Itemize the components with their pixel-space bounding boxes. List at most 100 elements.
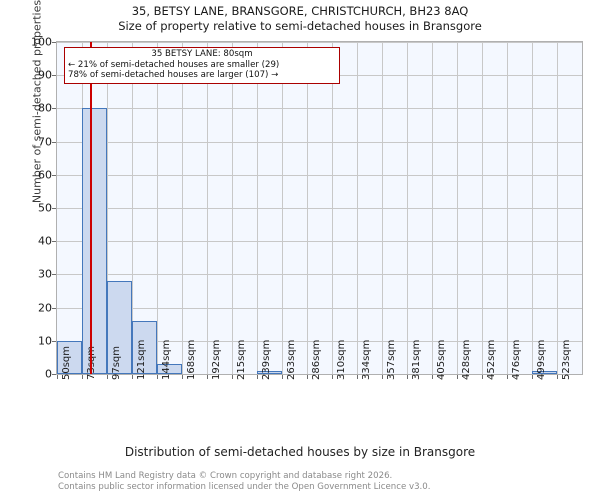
x-tick-label: 50sqm bbox=[61, 345, 72, 380]
y-tick-label: 70 bbox=[38, 135, 52, 149]
gridline-vertical bbox=[232, 42, 233, 374]
x-tick-label: 121sqm bbox=[136, 339, 147, 380]
x-tick-label: 381sqm bbox=[411, 339, 422, 380]
x-tick-mark bbox=[332, 375, 333, 379]
gridline-vertical bbox=[157, 42, 158, 374]
y-tick-mark bbox=[52, 241, 56, 243]
y-tick-label: 100 bbox=[31, 35, 52, 49]
x-tick-mark bbox=[407, 375, 408, 379]
x-tick-label: 452sqm bbox=[486, 339, 497, 380]
y-tick-mark bbox=[52, 174, 56, 176]
x-tick-mark bbox=[507, 375, 508, 379]
y-tick-label: 40 bbox=[38, 234, 52, 248]
gridline-vertical bbox=[357, 42, 358, 374]
x-tick-mark bbox=[57, 375, 58, 379]
x-tick-mark bbox=[207, 375, 208, 379]
y-tick-mark bbox=[52, 108, 56, 110]
x-tick-mark bbox=[557, 375, 558, 379]
y-tick-mark bbox=[52, 141, 56, 143]
gridline-horizontal bbox=[57, 307, 582, 309]
gridline-horizontal bbox=[57, 208, 582, 209]
gridline-vertical bbox=[457, 42, 458, 374]
x-tick-mark bbox=[382, 375, 383, 379]
histogram-bar bbox=[107, 281, 132, 374]
y-tick-label: 10 bbox=[38, 334, 52, 348]
x-tick-mark bbox=[482, 375, 483, 379]
y-tick-label: 30 bbox=[38, 267, 52, 281]
x-tick-label: 499sqm bbox=[536, 339, 547, 380]
x-tick-label: 144sqm bbox=[161, 339, 172, 380]
x-tick-mark bbox=[257, 375, 258, 379]
plot-inner bbox=[57, 42, 582, 374]
x-tick-mark bbox=[457, 375, 458, 379]
x-tick-label: 263sqm bbox=[286, 339, 297, 380]
x-tick-label: 405sqm bbox=[436, 339, 447, 380]
x-tick-mark bbox=[232, 375, 233, 379]
gridline-vertical bbox=[107, 42, 108, 374]
gridline-horizontal bbox=[57, 174, 582, 176]
x-tick-mark bbox=[107, 375, 108, 379]
y-tick-mark bbox=[52, 75, 56, 77]
y-tick-label: 50 bbox=[38, 201, 52, 215]
x-tick-mark bbox=[182, 375, 183, 379]
x-tick-label: 192sqm bbox=[211, 339, 222, 380]
histogram-bar bbox=[57, 340, 82, 374]
gridline-vertical bbox=[257, 42, 258, 374]
footer-line-1: Contains HM Land Registry data © Crown c… bbox=[58, 471, 393, 481]
y-tick-mark bbox=[52, 42, 56, 43]
gridline-horizontal bbox=[57, 141, 582, 143]
footer-attribution: Contains HM Land Registry data © Crown c… bbox=[58, 471, 598, 492]
annotation-line-3: 78% of semi-detached houses are larger (… bbox=[68, 70, 279, 81]
annotation-line-1: 35 BETSY LANE: 80sqm bbox=[151, 49, 253, 59]
gridline-vertical bbox=[182, 42, 183, 374]
gridline-vertical bbox=[432, 42, 433, 374]
histogram-bar bbox=[82, 108, 107, 374]
gridline-vertical bbox=[382, 42, 383, 374]
x-tick-mark bbox=[357, 375, 358, 379]
y-tick-label: 90 bbox=[38, 68, 52, 82]
y-tick-label: 20 bbox=[38, 301, 52, 315]
y-tick-label: 60 bbox=[38, 168, 52, 182]
y-tick-mark bbox=[52, 208, 56, 209]
x-tick-label: 215sqm bbox=[236, 339, 247, 380]
gridline-vertical bbox=[507, 42, 508, 374]
x-tick-mark bbox=[282, 375, 283, 379]
gridline-vertical bbox=[482, 42, 483, 374]
gridline-horizontal bbox=[57, 274, 582, 276]
chart-title-line-1: 35, BETSY LANE, BRANSGORE, CHRISTCHURCH,… bbox=[131, 4, 469, 18]
x-tick-label: 310sqm bbox=[336, 339, 347, 380]
y-tick-mark bbox=[52, 274, 56, 276]
x-tick-label: 97sqm bbox=[111, 345, 122, 380]
x-tick-label: 428sqm bbox=[461, 339, 472, 380]
gridline-vertical bbox=[407, 42, 408, 374]
gridline-vertical bbox=[307, 42, 308, 374]
y-tick-mark bbox=[52, 340, 56, 342]
gridline-vertical bbox=[557, 42, 558, 374]
histogram-bar bbox=[157, 364, 182, 374]
y-tick-mark bbox=[52, 374, 56, 375]
y-tick-mark bbox=[52, 307, 56, 309]
property-marker-line bbox=[89, 42, 92, 374]
histogram-bar bbox=[532, 370, 557, 374]
x-tick-mark bbox=[132, 375, 133, 379]
x-tick-label: 357sqm bbox=[386, 339, 397, 380]
gridline-horizontal bbox=[57, 42, 582, 43]
x-tick-mark bbox=[432, 375, 433, 379]
x-tick-mark bbox=[307, 375, 308, 379]
gridline-vertical bbox=[332, 42, 333, 374]
property-annotation-callout: 35 BETSY LANE: 80sqm ← 21% of semi-detac… bbox=[64, 47, 340, 84]
y-tick-label: 0 bbox=[45, 367, 52, 381]
x-tick-label: 334sqm bbox=[361, 339, 372, 380]
annotation-line-2: ← 21% of semi-detached houses are smalle… bbox=[68, 59, 280, 70]
gridline-horizontal bbox=[57, 241, 582, 243]
chart-title-block: 35, BETSY LANE, BRANSGORE, CHRISTCHURCH,… bbox=[0, 4, 600, 34]
gridline-vertical bbox=[132, 42, 133, 374]
x-tick-mark bbox=[532, 375, 533, 379]
footer-line-2: Contains public sector information licen… bbox=[58, 481, 431, 492]
y-axis-tick-labels: 0 10 20 30 40 50 60 70 80 90 100 bbox=[0, 0, 52, 500]
x-tick-mark bbox=[157, 375, 158, 379]
gridline-vertical bbox=[207, 42, 208, 374]
gridline-horizontal bbox=[57, 340, 582, 342]
x-tick-label: 523sqm bbox=[561, 339, 572, 380]
